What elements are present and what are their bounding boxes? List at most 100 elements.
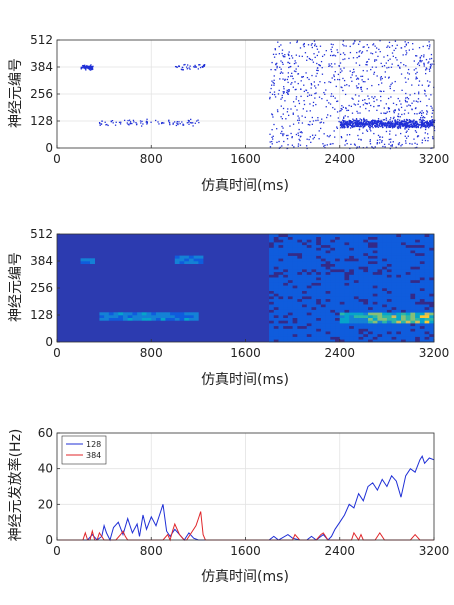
- heatmap-cell: [424, 298, 430, 302]
- spike-dot: [274, 93, 276, 96]
- heatmap-cell: [396, 261, 402, 264]
- heatmap-cell: [316, 244, 322, 248]
- heatmap-cell: [306, 320, 312, 324]
- heatmap-cell: [320, 269, 326, 273]
- spike-dot: [369, 128, 371, 130]
- spike-dot: [416, 113, 418, 115]
- spike-dot: [350, 122, 353, 124]
- spike-dot: [343, 79, 346, 82]
- heatmap-cell: [287, 306, 293, 310]
- heatmap-cell: [391, 323, 397, 327]
- heatmap-cell: [349, 339, 355, 343]
- spike-dot: [328, 136, 330, 138]
- spike-dot: [406, 101, 408, 103]
- spike-dot: [421, 142, 423, 144]
- heatmap-cell: [424, 333, 430, 337]
- spike-dot: [339, 71, 342, 74]
- spike-dot: [362, 122, 365, 124]
- spike-dot: [425, 95, 427, 97]
- spike-dot: [291, 72, 293, 75]
- heatmap-cell: [311, 317, 317, 321]
- heatmap-cell: [283, 239, 289, 243]
- spike-dot: [418, 80, 421, 82]
- heatmap-cell: [316, 290, 322, 294]
- heatmap-cell: [386, 242, 392, 246]
- legend-label: 384: [86, 451, 101, 460]
- spike-dot: [411, 122, 413, 124]
- spike-dot: [179, 123, 181, 125]
- spike-dot: [423, 62, 425, 64]
- spike-dot: [356, 77, 359, 79]
- spike-dot: [302, 75, 304, 78]
- spike-dot: [278, 89, 280, 92]
- heatmap-cell: [410, 315, 416, 318]
- heatmap-cell: [419, 296, 425, 300]
- heatmap-cell: [353, 274, 359, 278]
- heatmap-cell: [335, 258, 341, 262]
- heatmap-cell: [419, 274, 425, 278]
- heatmap-cell: [372, 325, 378, 329]
- spike-dot: [433, 129, 436, 132]
- spike-dot: [289, 125, 291, 127]
- heatmap-cell: [320, 250, 326, 254]
- heatmap-cell: [273, 298, 279, 302]
- spike-dot: [389, 125, 392, 127]
- spike-dot: [430, 65, 432, 67]
- spike-dot: [373, 120, 376, 122]
- spike-dot: [271, 140, 273, 143]
- spike-dot: [128, 124, 130, 126]
- spike-dot: [357, 124, 359, 126]
- heatmap-cell: [358, 250, 364, 254]
- spike-dot: [163, 122, 165, 124]
- heatmap-cell: [273, 309, 279, 313]
- heatmap-cell: [353, 236, 359, 240]
- spike-dot: [372, 43, 375, 45]
- spike-dot: [380, 125, 382, 127]
- spike-dot: [314, 85, 316, 87]
- heatmap-cell: [401, 293, 407, 297]
- spike-dot: [334, 97, 336, 99]
- heatmap-cell: [353, 288, 359, 291]
- spike-dot: [80, 68, 82, 70]
- spike-dot: [297, 143, 300, 145]
- heatmap-cell: [273, 255, 279, 259]
- spike-dot: [360, 125, 362, 128]
- heatmap-cell: [396, 282, 402, 286]
- heatmap-cell: [386, 336, 392, 340]
- spike-dot: [371, 84, 373, 87]
- y-tick-label: 0: [45, 335, 53, 349]
- spike-dot: [303, 100, 305, 102]
- heatmap-cell: [363, 266, 369, 270]
- heatmap-cell: [330, 285, 336, 289]
- heatmap-cell: [188, 258, 194, 262]
- x-tick-label: 3200: [419, 544, 450, 558]
- spike-dot: [298, 119, 301, 121]
- heatmap-cell: [382, 312, 388, 316]
- spike-dot: [346, 134, 348, 136]
- heatmap-cell: [297, 234, 303, 237]
- spike-dot: [350, 105, 353, 108]
- spike-dot: [359, 40, 361, 43]
- spike-dot: [344, 140, 347, 142]
- spike-dot: [431, 63, 433, 65]
- spike-dot: [85, 66, 87, 68]
- heatmap-cell: [410, 290, 416, 294]
- heatmap-cell: [415, 274, 421, 278]
- spike-dot: [364, 123, 366, 125]
- spike-dot: [400, 124, 402, 126]
- heatmap-cell: [325, 285, 331, 289]
- heatmap-cell: [316, 274, 322, 278]
- heatmap-cell: [358, 301, 364, 305]
- heatmap-cell: [419, 269, 425, 273]
- spike-dot: [353, 119, 355, 121]
- heatmap-cell: [415, 269, 421, 273]
- spike-dot: [386, 54, 389, 57]
- heatmap-cell: [193, 255, 199, 259]
- spike-dot: [400, 125, 402, 128]
- heatmap-cell: [344, 239, 350, 243]
- spike-dot: [172, 123, 174, 125]
- heatmap-cell: [283, 333, 289, 337]
- spike-dot: [315, 87, 317, 89]
- spike-dot: [400, 132, 402, 135]
- spike-dot: [389, 85, 391, 88]
